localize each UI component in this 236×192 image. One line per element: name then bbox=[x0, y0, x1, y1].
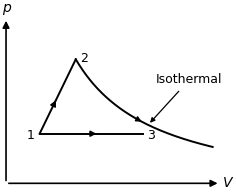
Text: 1: 1 bbox=[27, 129, 34, 142]
Text: V: V bbox=[223, 176, 232, 190]
Text: 2: 2 bbox=[80, 52, 88, 65]
Text: p: p bbox=[2, 1, 10, 15]
Text: Isothermal: Isothermal bbox=[151, 74, 222, 122]
Text: 3: 3 bbox=[147, 129, 155, 142]
